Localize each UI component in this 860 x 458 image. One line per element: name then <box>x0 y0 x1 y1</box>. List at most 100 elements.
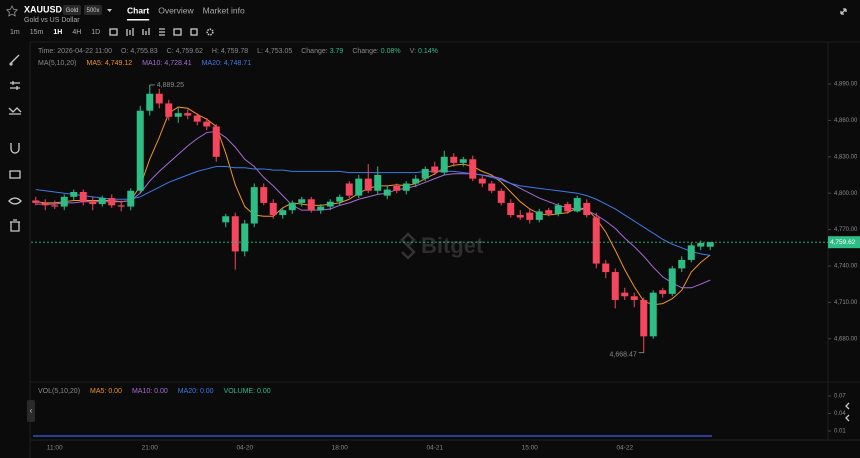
candle-body <box>659 290 667 294</box>
candle-body <box>478 178 486 184</box>
candle-body <box>250 187 258 224</box>
candle-body <box>108 198 116 206</box>
settings-list-icon[interactable] <box>159 28 165 36</box>
info-value: 4,755.83 <box>130 48 157 55</box>
candle-body <box>668 268 676 294</box>
candle-body <box>336 196 344 202</box>
candle-body <box>402 183 410 191</box>
fullscreen-button[interactable] <box>840 8 847 15</box>
template-icon[interactable] <box>190 28 198 36</box>
delete-tool[interactable] <box>10 219 20 232</box>
volume-legend: MA20: 0.00 <box>178 388 214 395</box>
info-value: 4,753.05 <box>265 48 292 55</box>
interval[interactable]: 1D <box>91 29 100 36</box>
candle-body <box>307 199 315 211</box>
ma-legend-title: MA(5,10,20) <box>38 60 77 67</box>
candle-body <box>89 201 97 205</box>
chart-type-icon[interactable] <box>126 28 134 36</box>
favorite-star[interactable] <box>5 5 19 17</box>
candle-body <box>592 217 600 264</box>
candle-body <box>554 205 562 214</box>
panel-arrow-up[interactable] <box>845 402 850 410</box>
fib-tool[interactable] <box>10 81 20 90</box>
pattern-tool[interactable] <box>8 107 22 115</box>
y-tick-label: 4,890.00 <box>834 82 858 88</box>
candle-body <box>621 292 629 297</box>
trendline-tool[interactable] <box>9 54 20 66</box>
lock-tool[interactable] <box>9 170 21 179</box>
interval[interactable]: 15m <box>30 29 44 36</box>
volume-legend: VOLUME: 0.00 <box>224 388 271 395</box>
panel-arrow-down[interactable] <box>845 414 850 422</box>
candle-body <box>507 202 515 216</box>
tab[interactable]: Overview <box>158 5 194 15</box>
current-price-label: 4,759.62 <box>830 239 856 246</box>
candle-body <box>630 296 638 300</box>
candle-body <box>678 259 686 269</box>
tab[interactable]: Chart <box>127 5 149 15</box>
candle-body <box>212 126 220 157</box>
watermark-logo <box>400 232 416 260</box>
candle-body <box>127 190 135 207</box>
tab-underline <box>127 19 150 21</box>
x-tick-label: 11:00 <box>47 445 63 452</box>
info-label: O: <box>121 48 128 55</box>
candle-body <box>231 216 239 252</box>
tab[interactable]: Market info <box>203 5 245 15</box>
candle-body <box>488 183 496 191</box>
ma-line <box>35 130 711 289</box>
candle-icon[interactable] <box>142 28 150 35</box>
candle-body <box>155 93 163 104</box>
candle-body <box>497 190 505 203</box>
leverage[interactable]: 500x <box>86 8 99 14</box>
volume-y-tick-label: 0.01 <box>834 429 846 435</box>
candle-body <box>640 299 648 337</box>
interval[interactable]: 4H <box>72 29 81 36</box>
leverage-bg[interactable] <box>84 5 102 15</box>
settings-icon[interactable] <box>206 28 214 36</box>
symbol: XAUUSD <box>24 4 63 14</box>
candle-body <box>288 202 296 211</box>
y-tick-label: 4,770.00 <box>834 227 858 233</box>
candle-body <box>383 189 391 196</box>
info-label: H: <box>212 48 219 55</box>
interval[interactable]: 1H <box>53 29 62 36</box>
candle-body <box>241 223 249 252</box>
candle-body <box>298 199 306 203</box>
candle-body <box>222 216 230 223</box>
info-value: 0.14% <box>418 48 438 55</box>
indicator-icon[interactable] <box>109 28 118 36</box>
candle-body <box>174 113 182 117</box>
candle-body <box>60 196 68 207</box>
interval[interactable]: 1m <box>10 29 20 36</box>
candle-body <box>421 168 429 179</box>
candle-body <box>146 93 154 111</box>
visibility-tool[interactable] <box>8 197 22 205</box>
annotation-label: 4,668.47 <box>610 352 637 359</box>
candle-body <box>165 103 173 117</box>
legend-value: 4,748.71 <box>224 60 251 67</box>
info-label: Change: <box>301 48 328 55</box>
candle-body <box>98 198 106 205</box>
collapse-button[interactable] <box>27 400 35 422</box>
candle-body <box>611 272 619 300</box>
collapse-arrow[interactable]: ‹ <box>30 406 33 415</box>
legend-name: MA5: <box>87 60 103 67</box>
candle-body <box>469 159 477 179</box>
candle-body <box>602 263 610 273</box>
candle-body <box>317 206 325 211</box>
layout-icon[interactable] <box>173 28 182 36</box>
dropdown-caret[interactable] <box>107 9 112 12</box>
magnet-tool[interactable] <box>10 143 20 154</box>
candle-body <box>193 115 201 122</box>
volume-y-tick-label: 0.07 <box>834 394 846 400</box>
candle-body <box>269 202 277 216</box>
candle-body <box>279 210 287 216</box>
y-tick-label: 4,710.00 <box>834 300 858 306</box>
candle-body <box>374 175 382 191</box>
badge-bg <box>63 5 81 15</box>
y-tick-label: 4,830.00 <box>834 154 858 160</box>
info-label: L: <box>257 48 263 55</box>
description: Gold vs US Dollar <box>24 17 80 24</box>
